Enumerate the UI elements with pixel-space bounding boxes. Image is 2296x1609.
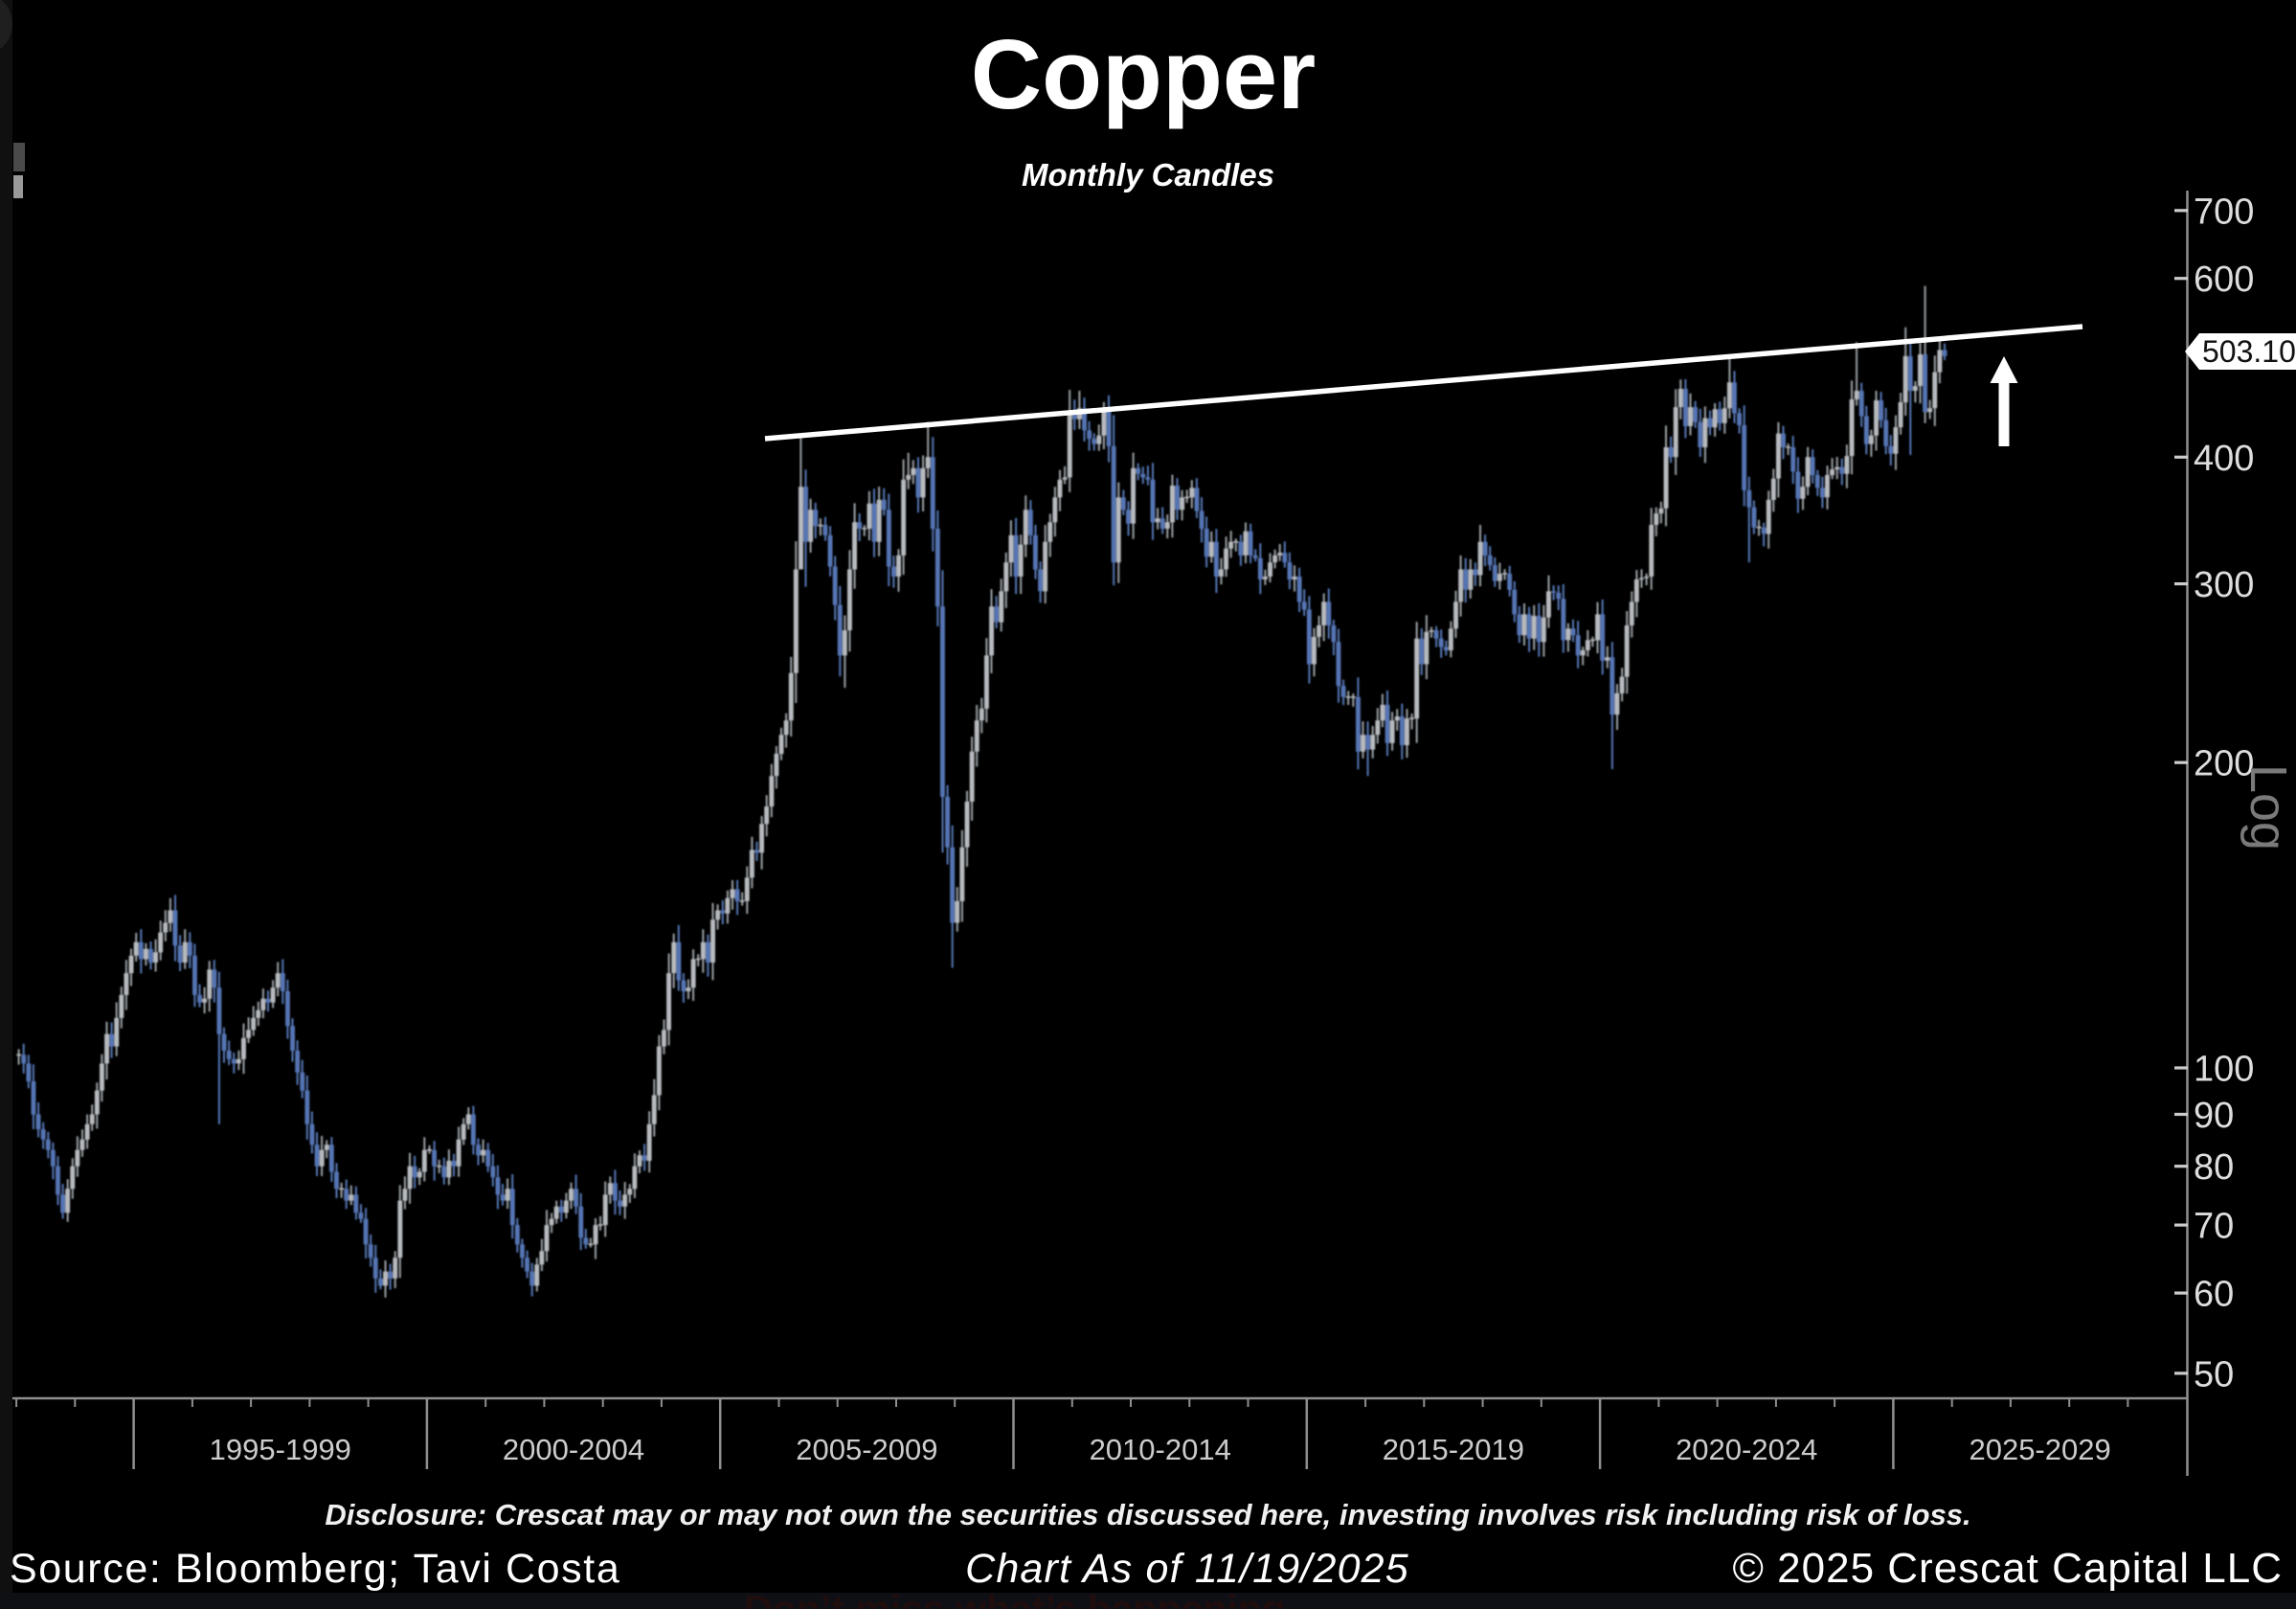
- svg-text:50: 50: [2194, 1354, 2234, 1394]
- svg-text:Source: Bloomberg; Tavi Costa: Source: Bloomberg; Tavi Costa: [10, 1546, 620, 1592]
- svg-text:2005-2009: 2005-2009: [796, 1433, 937, 1466]
- svg-text:Chart As of 11/19/2025: Chart As of 11/19/2025: [965, 1546, 1409, 1592]
- svg-text:90: 90: [2194, 1096, 2234, 1136]
- svg-text:70: 70: [2194, 1207, 2234, 1247]
- svg-text:80: 80: [2194, 1147, 2234, 1188]
- svg-text:2010-2014: 2010-2014: [1090, 1433, 1231, 1466]
- svg-text:2020-2024: 2020-2024: [1676, 1433, 1817, 1466]
- svg-text:Monthly Candles: Monthly Candles: [1022, 157, 1274, 193]
- svg-text:2025-2029: 2025-2029: [1969, 1433, 2110, 1466]
- svg-text:2000-2004: 2000-2004: [503, 1433, 644, 1466]
- svg-text:Log: Log: [2240, 764, 2296, 850]
- svg-text:100: 100: [2194, 1050, 2254, 1090]
- svg-text:300: 300: [2194, 565, 2254, 605]
- svg-text:Disclosure: Crescat may or may: Disclosure: Crescat may or may not own t…: [325, 1498, 1970, 1531]
- svg-text:Don’t miss what’s happening: Don’t miss what’s happening: [744, 1587, 1286, 1609]
- svg-text:2015-2019: 2015-2019: [1383, 1433, 1524, 1466]
- svg-text:503.10: 503.10: [2202, 334, 2296, 369]
- svg-text:700: 700: [2194, 192, 2254, 232]
- svg-text:© 2025 Crescat Capital LLC: © 2025 Crescat Capital LLC: [1733, 1545, 2283, 1592]
- svg-text:600: 600: [2194, 260, 2254, 300]
- svg-text:1995-1999: 1995-1999: [210, 1433, 351, 1466]
- svg-text:Copper: Copper: [971, 19, 1317, 129]
- svg-text:200: 200: [2194, 744, 2254, 784]
- svg-text:60: 60: [2194, 1275, 2234, 1315]
- svg-text:400: 400: [2194, 439, 2254, 479]
